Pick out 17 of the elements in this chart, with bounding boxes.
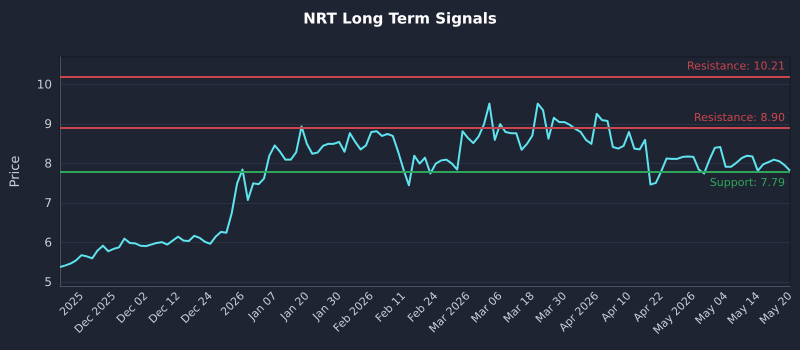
x-tick-label: Dec 24 [178,289,215,326]
y-tick-label: 8 [44,156,52,171]
ref-line-label: Support: 7.79 [710,176,785,189]
x-tick-label: Jan 20 [277,289,312,324]
y-tick-label: 7 [44,196,52,210]
y-tick-label: 6 [44,236,52,250]
x-tick-label: Feb 11 [372,289,408,325]
x-tick-label: Apr 10 [598,289,634,324]
chart-title: NRT Long Term Signals [303,10,497,28]
y-tick-label: 5 [44,275,52,290]
y-tick-label: 10 [36,78,52,92]
y-tick-label: 9 [44,117,52,132]
y-axis-title: Price [8,156,23,188]
ref-line-label: Resistance: 8.90 [694,111,785,124]
x-tick-label: Jan 07 [245,289,280,324]
ref-line-label: Resistance: 10.21 [687,59,785,72]
line-series [59,102,791,268]
